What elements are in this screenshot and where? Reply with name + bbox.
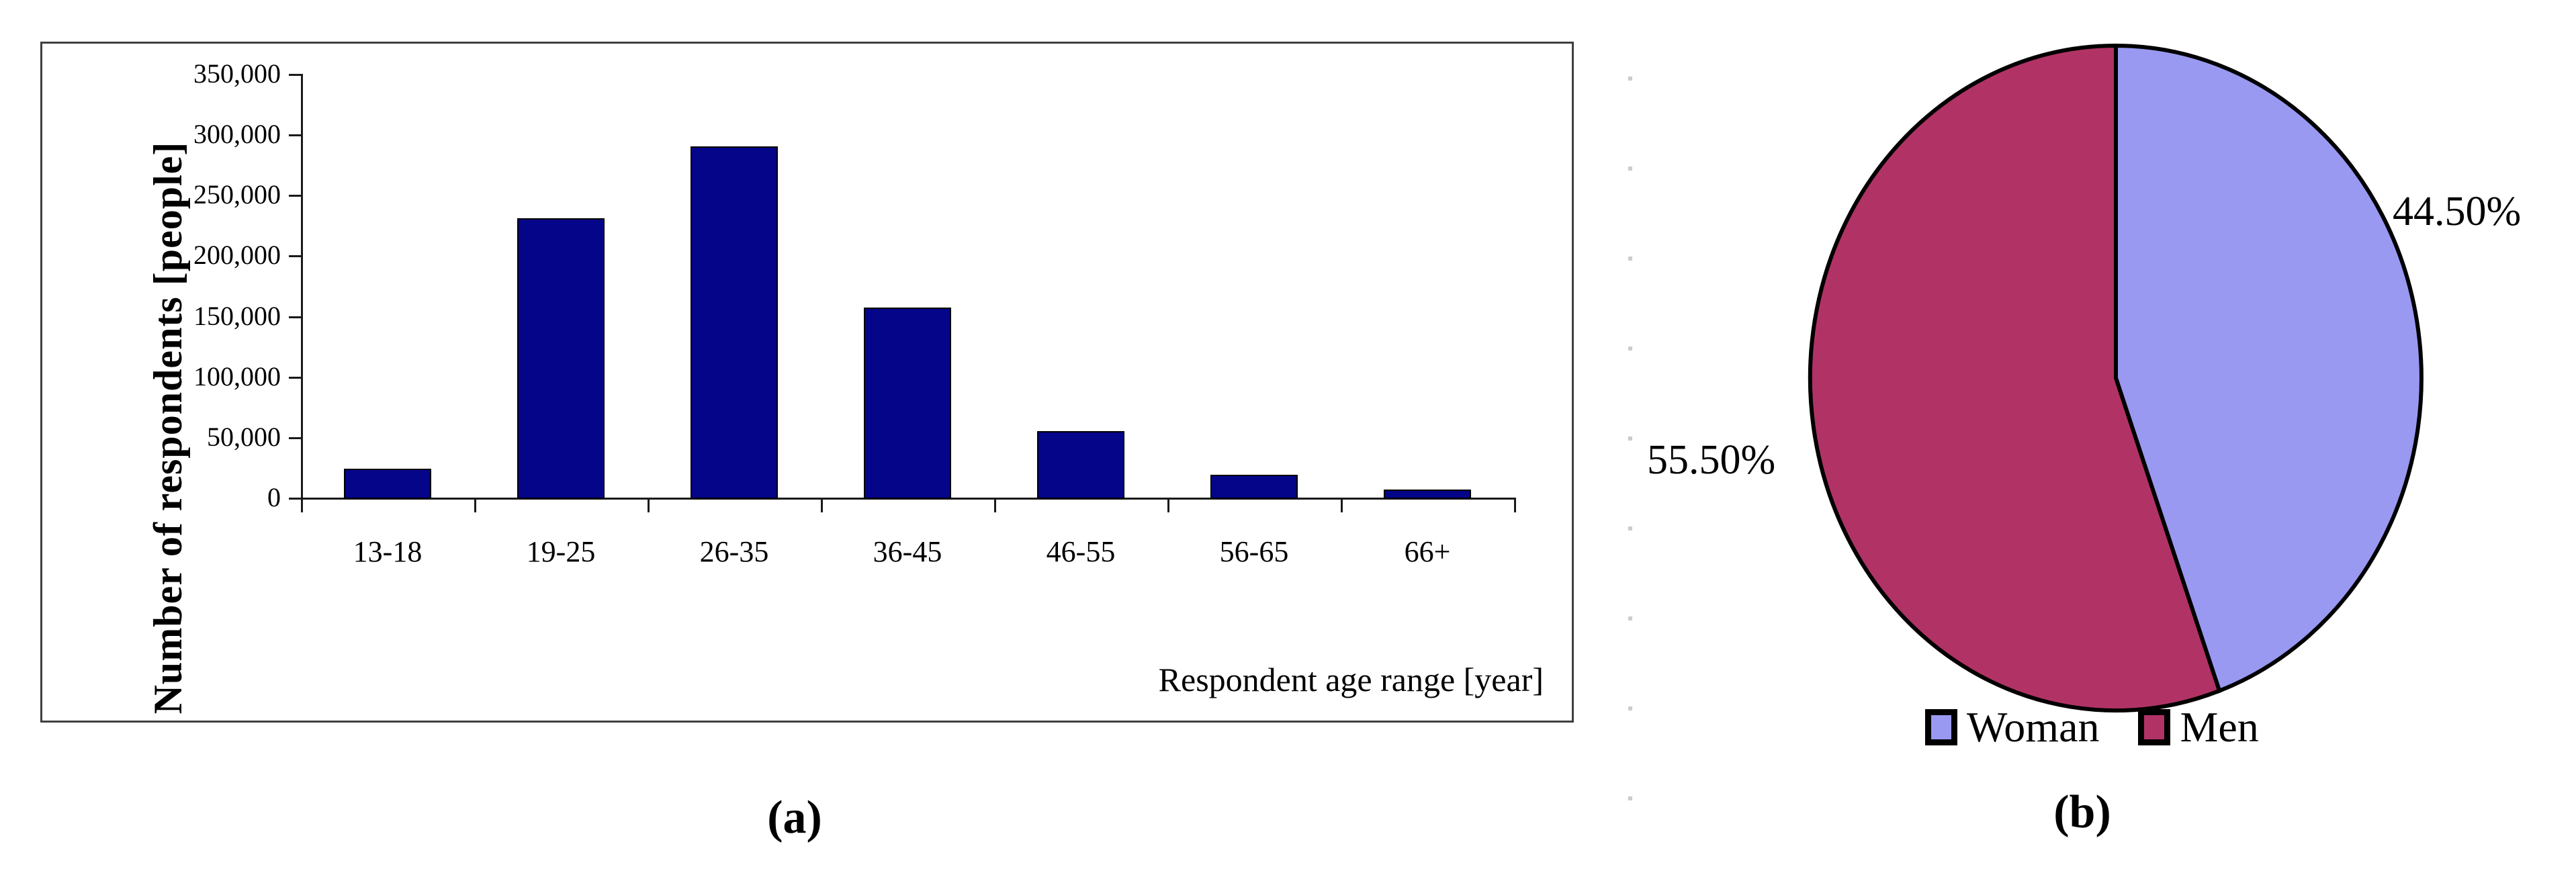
y-tick-label: 100,000 <box>193 361 281 392</box>
x-tick-mark <box>821 498 823 512</box>
y-tick-mark <box>289 377 301 379</box>
pie-label-woman-pct: 44.50% <box>2393 189 2522 234</box>
x-tick-label-56-65: 56-65 <box>1219 535 1289 568</box>
x-tick-mark <box>474 498 476 512</box>
x-tick-label-26-35: 26-35 <box>699 535 769 568</box>
faint-tick-dot <box>1628 706 1632 710</box>
pie-legend: Woman Men <box>1925 703 2259 751</box>
legend-swatch-men <box>2138 709 2171 745</box>
y-tick-label: 350,000 <box>193 58 281 89</box>
y-tick-mark <box>289 316 301 318</box>
faint-tick-dot <box>1628 796 1632 800</box>
x-tick-mark <box>301 498 303 512</box>
bar-36-45 <box>864 308 951 499</box>
bar-26-35 <box>691 146 778 499</box>
legend-label-woman: Woman <box>1967 703 2100 751</box>
faint-tick-dot <box>1628 526 1632 531</box>
x-tick-mark <box>648 498 650 512</box>
legend-item-woman: Woman <box>1925 703 2100 751</box>
x-tick-mark <box>994 498 996 512</box>
y-tick-label: 250,000 <box>193 179 281 210</box>
pie-slice-men <box>1808 43 2222 712</box>
faint-tick-dot <box>1628 77 1632 81</box>
x-tick-label-46-55: 46-55 <box>1046 535 1116 568</box>
y-axis-line <box>301 74 303 500</box>
x-tick-mark <box>1167 498 1169 512</box>
y-tick-label: 200,000 <box>193 240 281 270</box>
panel-b-caption: (b) <box>2053 786 2111 838</box>
y-tick-mark <box>289 195 301 197</box>
faint-tick-dot <box>1628 347 1632 351</box>
bar-19-25 <box>517 218 605 499</box>
x-tick-label-36-45: 36-45 <box>873 535 942 568</box>
x-tick-mark <box>1341 498 1343 512</box>
y-tick-mark <box>289 255 301 257</box>
y-tick-label: 300,000 <box>193 119 281 149</box>
y-tick-mark <box>289 437 301 439</box>
y-tick-mark <box>289 498 301 500</box>
faint-tick-dot <box>1628 616 1632 620</box>
legend-label-men: Men <box>2180 703 2259 751</box>
faint-tick-dot <box>1628 257 1632 261</box>
panel-a-caption: (a) <box>767 792 822 843</box>
y-tick-mark <box>289 134 301 136</box>
pie-slice-woman <box>2114 43 2424 694</box>
x-tick-label-19-25: 19-25 <box>526 535 596 568</box>
legend-item-men: Men <box>2138 703 2259 751</box>
y-tick-mark <box>289 74 301 76</box>
faint-tick-dot <box>1628 436 1632 441</box>
x-tick-label-66+: 66+ <box>1404 535 1451 568</box>
bar-46-55 <box>1037 431 1124 499</box>
legend-swatch-woman <box>1925 709 1957 745</box>
bar-13-18 <box>344 469 431 499</box>
bar-56-65 <box>1210 475 1298 499</box>
y-tick-label: 0 <box>267 482 281 512</box>
faint-tick-dot <box>1628 167 1632 171</box>
y-tick-label: 150,000 <box>193 301 281 331</box>
y-tick-label: 50,000 <box>207 422 281 452</box>
bar-66+ <box>1384 490 1471 499</box>
x-tick-mark <box>1514 498 1516 512</box>
bar-chart-panel: Number of respondents [people] Responden… <box>40 42 1574 723</box>
pie-label-men-pct: 55.50% <box>1647 437 1776 483</box>
pie-chart <box>1808 43 2424 712</box>
x-axis-title: Respondent age range [year] <box>1158 661 1544 698</box>
x-tick-label-13-18: 13-18 <box>353 535 423 568</box>
